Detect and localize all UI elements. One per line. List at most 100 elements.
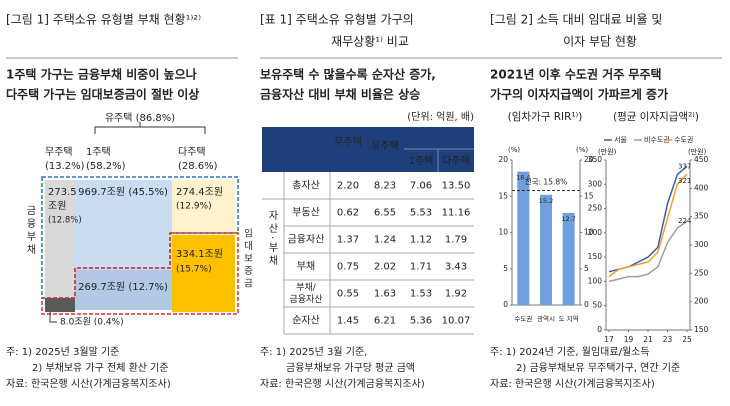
y2-tick-label: 10 <box>584 228 594 237</box>
table-cell: 6.55 <box>374 208 396 219</box>
y-tick-label: 350 <box>588 155 603 164</box>
box-label: 273.5 <box>48 187 77 198</box>
y2-tick-label: 0 <box>584 300 589 309</box>
value-label: 12.7 <box>561 215 575 223</box>
row-label: 부채/ <box>296 282 317 293</box>
group-share: (58.2%) <box>86 161 126 172</box>
line <box>608 173 688 278</box>
x-tick-label: 25 <box>682 335 692 344</box>
y-tick-label: 50 <box>592 301 602 310</box>
bar <box>562 212 575 305</box>
panel-subtitle: 1주택 가구는 금융부채 비중이 높으나 <box>6 67 197 82</box>
table-unit: (단위: 억원, 배) <box>407 110 474 123</box>
axis <box>605 160 691 331</box>
x-tick-label: 수도권 <box>514 315 532 323</box>
table-cell: 1.92 <box>445 289 467 300</box>
table-cell: 1.71 <box>410 262 432 273</box>
panel-title: [표 1] 주택소유 유형별 가구의 <box>260 13 414 27</box>
table-cell: 11.16 <box>442 208 471 219</box>
box-multi-deposit <box>172 235 235 312</box>
note: 2) 금융부채보유 무주택가구, 연간 기준 <box>516 362 680 374</box>
panel-title: 재무상황¹⁾ 비교 <box>331 35 409 49</box>
y2-tick-label: 5 <box>584 264 589 273</box>
y2-tick-label: 450 <box>694 155 709 164</box>
y2-tick-label: 20 <box>584 155 594 164</box>
y-tick-label: 200 <box>588 228 603 237</box>
x-tick-label: 17 <box>604 335 614 344</box>
group-name: 무주택 <box>45 146 73 158</box>
y-tick-label: 0 <box>597 325 602 334</box>
axis-unit: (%) <box>576 146 588 154</box>
legend-label: 비수도권 <box>644 135 670 144</box>
chart-title: (임차가구 RIR¹⁾) <box>508 110 583 123</box>
legend-label: 서울 <box>614 135 627 144</box>
panel-title: 이자 부담 현황 <box>563 35 637 49</box>
y-tick-label: 100 <box>588 276 603 285</box>
table-cell: 1.63 <box>374 289 396 300</box>
panel-title: [그림 1] 주택소유 유형별 부채 현황¹⁾²⁾ <box>6 13 201 27</box>
y-tick-label: 5 <box>503 264 508 273</box>
y-tick-label: 250 <box>588 204 603 213</box>
chart-title: (평균 이자지급액²⁾) <box>613 111 699 123</box>
axis-unit: (%) <box>508 146 520 154</box>
x-tick-label: 도 지역 <box>559 314 579 323</box>
line <box>608 220 688 283</box>
note: 주: 1) 2024년 기준, 월임대료/월소득 <box>490 345 650 358</box>
table-cell: 1.24 <box>374 235 396 246</box>
y2-tick-label: 400 <box>694 183 709 192</box>
panel-title: [그림 2] 소득 대비 임대료 비율 및 <box>490 13 662 27</box>
y2-tick-label: 250 <box>694 268 709 277</box>
value-label: 18.4 <box>516 174 530 182</box>
table-cell: 1.12 <box>410 235 432 246</box>
table-cell: 10.07 <box>442 316 471 327</box>
arrow <box>49 312 57 323</box>
y2-tick-label: 15 <box>584 191 594 200</box>
axis-unit: (만원) <box>598 147 617 156</box>
y-tick-label: 15 <box>498 191 508 200</box>
table-cell: 5.36 <box>410 316 432 327</box>
box-label: 269.7조원 (12.7%) <box>78 281 168 293</box>
table-cell: 5.53 <box>410 208 432 219</box>
note: 금융부채보유 가구당 평균 금액 <box>286 362 415 374</box>
reference-label: 전국: 15.8% <box>525 176 568 186</box>
note: 주: 1) 2025년 3월말 기준 <box>6 346 119 358</box>
line <box>608 165 688 273</box>
table-cell: 0.62 <box>337 208 359 219</box>
panel-subtitle: 2021년 이후 수도권 거주 무주택 <box>490 67 662 82</box>
axis-unit: (만원) <box>688 147 707 156</box>
table-cell: 7.06 <box>410 181 432 192</box>
table-cell: 1.45 <box>337 316 359 327</box>
table-cell: 1.53 <box>410 289 432 300</box>
group-share: (13.2%) <box>45 161 85 172</box>
box-label: 조원 <box>48 200 66 212</box>
group-name: 다주택 <box>178 146 206 158</box>
owner-label: 유주택 (86.8%) <box>105 112 175 124</box>
panel-subtitle: 다주택 가구는 임대보증금이 절반 이상 <box>6 87 199 102</box>
box-label: (12.8%) <box>48 216 82 226</box>
group-name: 1주택 <box>86 146 111 158</box>
box-one-home-debt <box>75 180 172 270</box>
box-label: 8.0조원 (0.4%) <box>60 317 124 328</box>
note: 자료: 한국은행 시산(가계금융복지조사) <box>490 378 655 390</box>
bar <box>517 171 530 305</box>
y2-tick-label: 350 <box>694 212 709 221</box>
box-label: 334.1조원 <box>176 248 223 260</box>
panel-subtitle: 가구의 이자지급액이 가파르게 증가 <box>490 87 668 102</box>
box-label: 274.4조원 <box>176 186 223 198</box>
box-multi-debt <box>172 180 235 235</box>
note: 주: 1) 2025년 3월 기준, <box>260 346 367 358</box>
y2-tick-label: 200 <box>694 297 709 306</box>
y-tick-label: 150 <box>588 252 603 261</box>
box-label: (12.9%) <box>176 202 212 212</box>
row-label: 총자산 <box>292 180 320 192</box>
end-label: 337 <box>678 162 691 170</box>
table-cell: 0.75 <box>337 262 359 273</box>
end-label: 224 <box>678 217 692 225</box>
y-tick-label: 10 <box>498 228 508 237</box>
y-tick-label: 20 <box>498 155 508 164</box>
table-cell: 1.37 <box>337 235 359 246</box>
y-tick-label: 300 <box>588 179 603 188</box>
x-tick-label: 23 <box>663 335 673 344</box>
row-label: 금융자산 <box>289 294 322 305</box>
